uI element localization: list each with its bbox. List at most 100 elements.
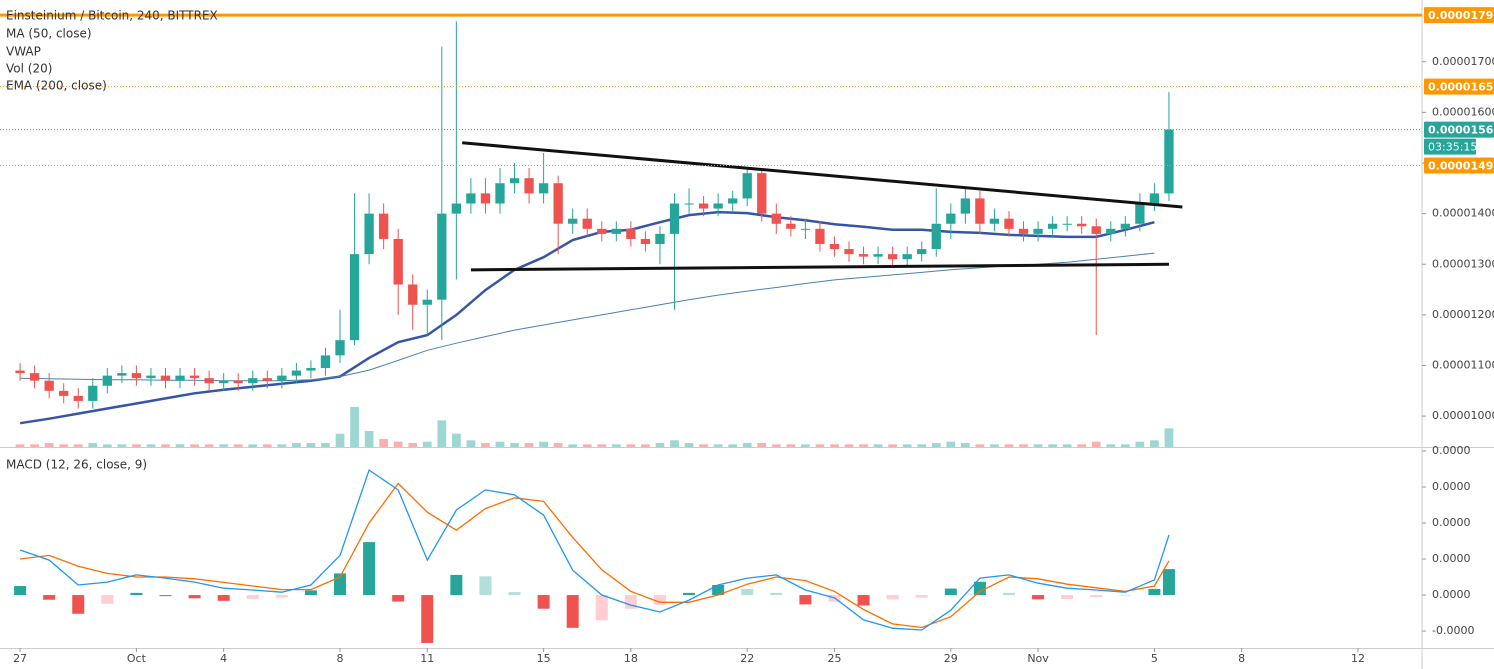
y-tick-label: 0.0000 [1432, 516, 1471, 529]
candle-body [713, 203, 723, 209]
volume-bar [786, 444, 796, 447]
price-level-label: 0.00001792 [1428, 9, 1494, 22]
candle-body [29, 373, 40, 381]
histogram-bar [72, 595, 85, 614]
histogram-bar [566, 595, 579, 628]
volume-bar [1019, 444, 1028, 447]
candle-body [393, 238, 403, 285]
volume-bar [1048, 444, 1057, 447]
histogram-bar [1119, 595, 1132, 596]
macd-line [19, 469, 1170, 631]
histogram-bar [1061, 595, 1074, 600]
histogram-bar [363, 542, 376, 596]
histogram-bar [915, 595, 928, 598]
candle-body [524, 178, 534, 194]
indicator-label: Vol (20) [6, 62, 52, 76]
volume-bar [699, 444, 708, 447]
candle-body [844, 249, 854, 255]
candle-body [1135, 203, 1145, 224]
candle-body [887, 254, 898, 260]
volume-bar [801, 444, 810, 447]
candle-body [829, 244, 840, 250]
histogram-bar [479, 576, 492, 596]
volume-bar [960, 443, 970, 447]
histogram-bar [799, 595, 812, 605]
price-level-box [1424, 157, 1494, 174]
y-tick-label: 0.0000 [1432, 588, 1471, 601]
histogram-bar [1162, 569, 1175, 596]
histogram-bar [973, 581, 986, 596]
y-tick-label: 0.00001600 [1432, 105, 1494, 118]
candle-body [306, 368, 316, 371]
histogram-bar [246, 595, 259, 600]
indicator-label: EMA (200, close) [6, 79, 107, 93]
candle-body [378, 213, 389, 239]
histogram-bar [101, 595, 114, 604]
candle-body [44, 380, 54, 391]
candle-body [117, 373, 127, 376]
countdown-box [1424, 138, 1476, 155]
y-tick-label: 0.0000 [1432, 552, 1471, 565]
macd-title: MACD (12, 26, close, 9) [6, 458, 147, 472]
volume-bar [292, 443, 301, 447]
candle-body [291, 370, 302, 376]
x-tick-label: 15 [537, 652, 551, 665]
histogram-bar [595, 595, 608, 621]
volume-bar [350, 407, 359, 447]
candle-body [611, 228, 621, 234]
volume-bar [204, 444, 214, 447]
candle-body [626, 228, 636, 239]
volume-bar [481, 443, 490, 447]
y-tick-label: 0.0000 [1432, 480, 1471, 493]
volume-bar [233, 444, 243, 447]
candle-body [669, 203, 680, 234]
volume-bar [757, 443, 767, 447]
volume-bar [1062, 444, 1072, 447]
volume-bar [1091, 441, 1101, 447]
volume-bar [568, 444, 578, 447]
indicator-label: VWAP [6, 45, 41, 59]
candle-body [786, 223, 796, 229]
histogram-bar [712, 584, 725, 596]
volume-bar [946, 441, 956, 447]
candle-body [15, 370, 25, 374]
candle-body [466, 193, 476, 204]
candle-body [1033, 228, 1043, 234]
candle-body [873, 254, 883, 257]
candle-body [568, 218, 578, 224]
candle-body [495, 183, 505, 204]
volume-bar [931, 443, 941, 447]
volume-bar [451, 433, 461, 447]
candle-body [364, 213, 374, 255]
x-tick-label: 5 [1151, 652, 1158, 665]
candle-body [160, 375, 171, 381]
candle-body [902, 254, 912, 260]
volume-bar [321, 443, 330, 447]
candle-body [1164, 129, 1174, 194]
candle-body [698, 203, 709, 209]
candle-body [102, 375, 112, 386]
volume-bar [190, 444, 199, 447]
candle-body [800, 228, 811, 230]
candle-body [146, 375, 156, 379]
candle-body [975, 198, 985, 224]
y-tick-label: 0.00001200 [1432, 308, 1494, 321]
volume-bar [975, 444, 985, 447]
candle-body [1149, 193, 1160, 204]
histogram-bar [1090, 595, 1103, 598]
volume-bar [422, 441, 432, 447]
candle-body [1004, 218, 1014, 229]
x-tick-label: 11 [420, 652, 434, 665]
candle-body [989, 218, 1000, 224]
candle-body [1106, 228, 1116, 234]
candle-body [73, 395, 83, 401]
volume-bar [437, 420, 447, 447]
histogram-bar [1002, 592, 1015, 596]
volume-bar [59, 444, 69, 447]
candle-body [640, 238, 651, 245]
candle-body [509, 178, 520, 184]
candle-body [858, 254, 869, 257]
candle-body [597, 228, 607, 234]
